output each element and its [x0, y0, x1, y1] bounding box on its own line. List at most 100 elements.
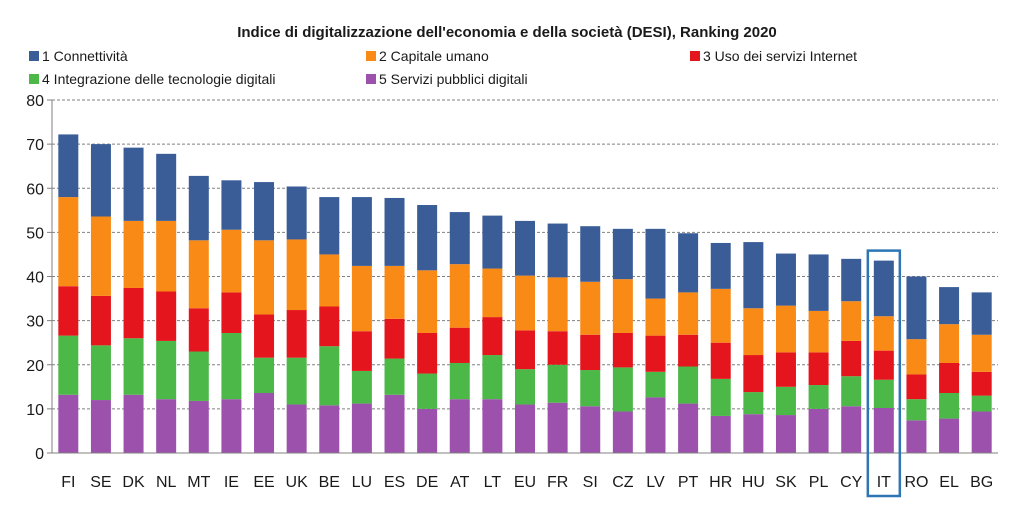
- bar-segment: [515, 220, 535, 276]
- x-tick-label: BE: [319, 474, 340, 491]
- bar-segment: [645, 298, 666, 336]
- bar-segment: [449, 212, 470, 265]
- x-tick-label: NL: [156, 474, 177, 491]
- bar-segment: [939, 324, 960, 363]
- x-tick-label: SE: [90, 474, 111, 491]
- highlight-box: [866, 249, 902, 498]
- legend-swatch: [366, 74, 376, 84]
- bar-segment: [482, 215, 503, 269]
- x-tick-label: DE: [416, 474, 438, 491]
- bar-segment: [58, 394, 79, 453]
- bar-segment: [743, 308, 764, 356]
- bar-segment: [123, 147, 144, 221]
- legend-label: 5 Servizi pubblici digitali: [379, 71, 528, 87]
- x-tick-label: HR: [709, 474, 732, 491]
- bar-segment: [515, 275, 535, 331]
- bar-segment: [482, 355, 503, 400]
- bar-segment: [123, 220, 144, 288]
- bar-segment: [547, 364, 568, 403]
- bar-segment: [678, 292, 699, 335]
- x-tick-label: CY: [840, 474, 863, 491]
- bar-segment: [188, 400, 209, 453]
- bar-segment: [515, 330, 535, 370]
- bar-segment: [808, 408, 829, 453]
- bar-segment: [286, 239, 307, 311]
- bar-segment: [710, 415, 731, 453]
- bar-segment: [221, 399, 242, 453]
- bar-segment: [319, 346, 340, 406]
- bar-segment: [678, 366, 699, 404]
- y-tick-label: 60: [26, 181, 44, 198]
- x-tick-label: EU: [514, 474, 536, 491]
- bar-segment: [775, 352, 796, 387]
- bar-segment: [254, 240, 275, 315]
- bar-segment: [156, 340, 177, 400]
- bar-segment: [971, 411, 992, 453]
- legend-swatch: [690, 51, 700, 61]
- bar-segment: [188, 240, 209, 309]
- bar-segment: [351, 403, 372, 453]
- x-tick-label: HU: [742, 474, 765, 491]
- bar-segment: [449, 327, 470, 363]
- bar-segment: [90, 144, 111, 217]
- x-tick-label: SI: [583, 474, 598, 491]
- bar-segment: [515, 404, 535, 453]
- x-tick-label: EL: [939, 474, 959, 491]
- bar-segment: [678, 233, 699, 293]
- bar-segment: [873, 379, 894, 408]
- bar-segment: [286, 310, 307, 358]
- bar-segment: [351, 265, 372, 332]
- bar-segment: [384, 265, 405, 319]
- x-tick-label: MT: [187, 474, 210, 491]
- legend: 1 Connettività 2 Capitale umano 3 Uso dei …: [29, 48, 857, 87]
- bar-segment: [808, 310, 829, 353]
- bar-segment: [123, 338, 144, 395]
- bar-segment: [645, 397, 666, 453]
- bar-segment: [449, 399, 470, 453]
- bars: [58, 134, 992, 453]
- bar-segment: [286, 404, 307, 453]
- bar-segment: [906, 420, 927, 453]
- bar-segment: [841, 301, 862, 341]
- axes: 0 10 20 30 40 50 60 70 80 FI SE DK NL MT IE EE UK BE LU ES D…: [26, 93, 998, 491]
- x-tick-label: LT: [484, 474, 502, 491]
- x-tick-label: LV: [646, 474, 665, 491]
- bar-segment: [971, 371, 992, 396]
- bar-segment: [515, 369, 535, 405]
- bar-segment: [612, 411, 633, 453]
- bar-segment: [221, 292, 242, 333]
- bar-segment: [580, 226, 601, 282]
- bar-segment: [841, 258, 862, 302]
- bar-segment: [775, 415, 796, 453]
- bar-segment: [417, 270, 438, 333]
- x-tick-label: AT: [450, 474, 469, 491]
- chart-title: Indice di digitalizzazione dell'economia…: [237, 24, 777, 41]
- bar-segment: [775, 253, 796, 306]
- bar-segment: [384, 358, 405, 395]
- bar-segment: [286, 186, 307, 240]
- bar-segment: [906, 339, 927, 375]
- x-tick-label: IT: [877, 474, 891, 491]
- bar-segment: [384, 197, 405, 266]
- bar-segment: [254, 392, 275, 453]
- bar-segment: [58, 335, 79, 395]
- x-tick-label: UK: [286, 474, 309, 491]
- bar-segment: [90, 295, 111, 346]
- bar-segment: [547, 277, 568, 332]
- bar-segment: [123, 287, 144, 339]
- x-tick-label: LU: [352, 474, 372, 491]
- bar-segment: [775, 305, 796, 353]
- bar-segment: [156, 153, 177, 221]
- y-tick-label: 40: [26, 270, 44, 287]
- bar-segment: [351, 370, 372, 404]
- y-tick-label: 70: [26, 137, 44, 154]
- bar-segment: [971, 395, 992, 412]
- legend-label: 4 Integrazione delle tecnologie digitali: [42, 71, 276, 87]
- y-tick-label: 20: [26, 358, 44, 375]
- bar-segment: [319, 405, 340, 453]
- bar-segment: [123, 394, 144, 453]
- bar-segment: [547, 331, 568, 365]
- bar-segment: [612, 367, 633, 412]
- bar-segment: [841, 376, 862, 407]
